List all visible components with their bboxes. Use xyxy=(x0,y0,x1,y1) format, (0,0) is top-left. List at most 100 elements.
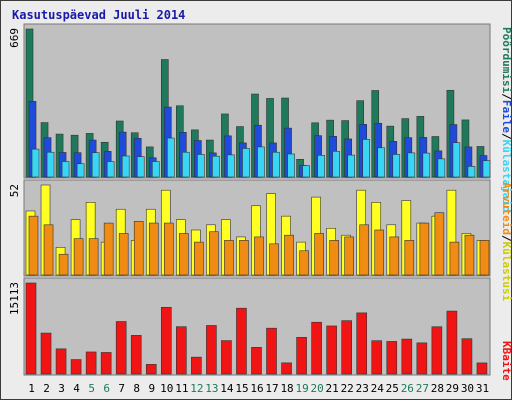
x-tick-label: 18 xyxy=(280,382,293,395)
bar-visitors-day-1 xyxy=(31,148,40,178)
bar-sites-day-15 xyxy=(239,240,249,276)
bar-visitors-day-17 xyxy=(272,151,280,178)
x-tick-label: 29 xyxy=(446,382,459,395)
bar-kbytes-day-22 xyxy=(341,320,352,375)
x-tick-label: 7 xyxy=(118,382,125,395)
y-max-label: 669 xyxy=(8,28,21,48)
bar-kbytes-day-2 xyxy=(40,332,52,375)
bar-sites-day-2 xyxy=(43,224,54,276)
bar-kbytes-day-7 xyxy=(115,321,127,375)
bar-visitors-day-22 xyxy=(347,154,355,178)
bar-kbytes-day-19 xyxy=(296,337,307,375)
bar-kbytes-day-21 xyxy=(326,325,337,375)
x-tick-label: 25 xyxy=(386,382,399,395)
bar-sites-day-27 xyxy=(419,222,430,276)
x-tick-label: 13 xyxy=(205,382,218,395)
y-max-label: 15113 xyxy=(8,282,21,315)
bar-sites-day-19 xyxy=(299,250,309,276)
bar-sites-day-16 xyxy=(254,236,264,276)
x-tick-label: 6 xyxy=(103,382,110,395)
bar-sites-day-8 xyxy=(133,221,144,276)
x-tick-label: 4 xyxy=(73,382,80,395)
x-tick-label: 5 xyxy=(88,382,95,395)
bar-visitors-day-29 xyxy=(452,142,461,178)
bar-kbytes-day-5 xyxy=(85,351,97,375)
x-tick-label: 26 xyxy=(401,382,414,395)
bar-sites-day-22 xyxy=(344,236,354,276)
x-tick-label: 10 xyxy=(160,382,173,395)
bar-sites-day-9 xyxy=(148,222,159,276)
bar-visitors-day-16 xyxy=(257,146,265,178)
bar-kbytes-day-10 xyxy=(160,306,172,375)
x-tick-label: 11 xyxy=(175,382,188,395)
bar-sites-day-29 xyxy=(449,241,460,276)
bar-sites-day-24 xyxy=(374,229,385,276)
bar-kbytes-day-1 xyxy=(25,282,37,375)
x-tick-label: 22 xyxy=(341,382,354,395)
x-tick-label: 30 xyxy=(461,382,474,395)
bar-visitors-day-18 xyxy=(287,153,295,178)
bar-kbytes-day-8 xyxy=(130,335,142,375)
bar-visitors-day-9 xyxy=(151,161,160,178)
bar-kbytes-day-15 xyxy=(236,307,247,375)
bar-kbytes-day-24 xyxy=(371,340,383,375)
bar-kbytes-day-23 xyxy=(356,312,368,375)
legend-top-part: / xyxy=(500,133,512,140)
legend-middle: Arvuteid/Külastusi xyxy=(500,182,512,302)
bar-visitors-day-6 xyxy=(106,161,115,178)
bar-visitors-day-27 xyxy=(422,152,431,178)
bar-kbytes-day-16 xyxy=(251,347,262,375)
legend-bottom-part: KBaite xyxy=(500,341,512,381)
bar-kbytes-day-26 xyxy=(401,338,413,375)
bar-kbytes-day-18 xyxy=(281,362,292,375)
bar-kbytes-day-11 xyxy=(176,326,187,375)
x-tick-label: 15 xyxy=(235,382,248,395)
legend-middle-part: Külastusi xyxy=(500,242,512,302)
x-tick-label: 20 xyxy=(311,382,324,395)
bar-visitors-day-24 xyxy=(377,147,386,178)
x-tick-label: 1 xyxy=(28,382,35,395)
bar-kbytes-day-31 xyxy=(476,362,488,375)
x-tick-label: 9 xyxy=(148,382,155,395)
bar-visitors-day-13 xyxy=(212,155,220,178)
chart-title: Kasutuspäevad Juuli 2014 xyxy=(12,8,186,22)
bar-visitors-day-26 xyxy=(407,152,416,178)
x-tick-label: 2 xyxy=(43,382,50,395)
bar-visitors-day-31 xyxy=(482,160,491,178)
bar-kbytes-day-3 xyxy=(55,348,67,375)
bar-sites-day-28 xyxy=(434,212,445,276)
x-tick-label: 19 xyxy=(295,382,308,395)
bar-visitors-day-2 xyxy=(46,151,55,178)
bar-sites-day-13 xyxy=(209,231,219,276)
bar-visitors-day-25 xyxy=(392,154,401,178)
bar-visitors-day-21 xyxy=(332,151,340,178)
bar-visitors-day-28 xyxy=(437,158,446,178)
x-tick-label: 27 xyxy=(416,382,429,395)
bar-kbytes-day-6 xyxy=(100,352,112,375)
bar-sites-day-14 xyxy=(224,240,234,276)
x-tick-label: 21 xyxy=(326,382,339,395)
bar-kbytes-day-20 xyxy=(311,321,322,375)
x-tick-label: 3 xyxy=(58,382,65,395)
bar-sites-day-17 xyxy=(269,243,279,276)
bar-sites-day-12 xyxy=(194,241,204,276)
bar-sites-day-30 xyxy=(464,234,475,276)
bar-kbytes-day-9 xyxy=(145,364,157,375)
bar-sites-day-23 xyxy=(359,224,370,276)
x-tick-label: 23 xyxy=(356,382,369,395)
bar-visitors-day-10 xyxy=(166,137,175,178)
bar-kbytes-day-14 xyxy=(221,340,232,375)
bar-kbytes-day-17 xyxy=(266,327,277,375)
bar-visitors-day-14 xyxy=(227,154,235,178)
bar-sites-day-6 xyxy=(103,222,114,276)
bar-kbytes-day-12 xyxy=(191,356,202,375)
x-tick-label: 17 xyxy=(265,382,278,395)
bar-sites-day-1 xyxy=(28,215,39,276)
bar-sites-day-31 xyxy=(479,240,490,276)
legend-top-part: Faile xyxy=(500,100,512,133)
bar-sites-day-5 xyxy=(88,238,99,276)
bar-visitors-day-8 xyxy=(136,156,145,178)
bar-visitors-day-15 xyxy=(242,148,250,178)
bar-kbytes-day-28 xyxy=(431,326,443,375)
